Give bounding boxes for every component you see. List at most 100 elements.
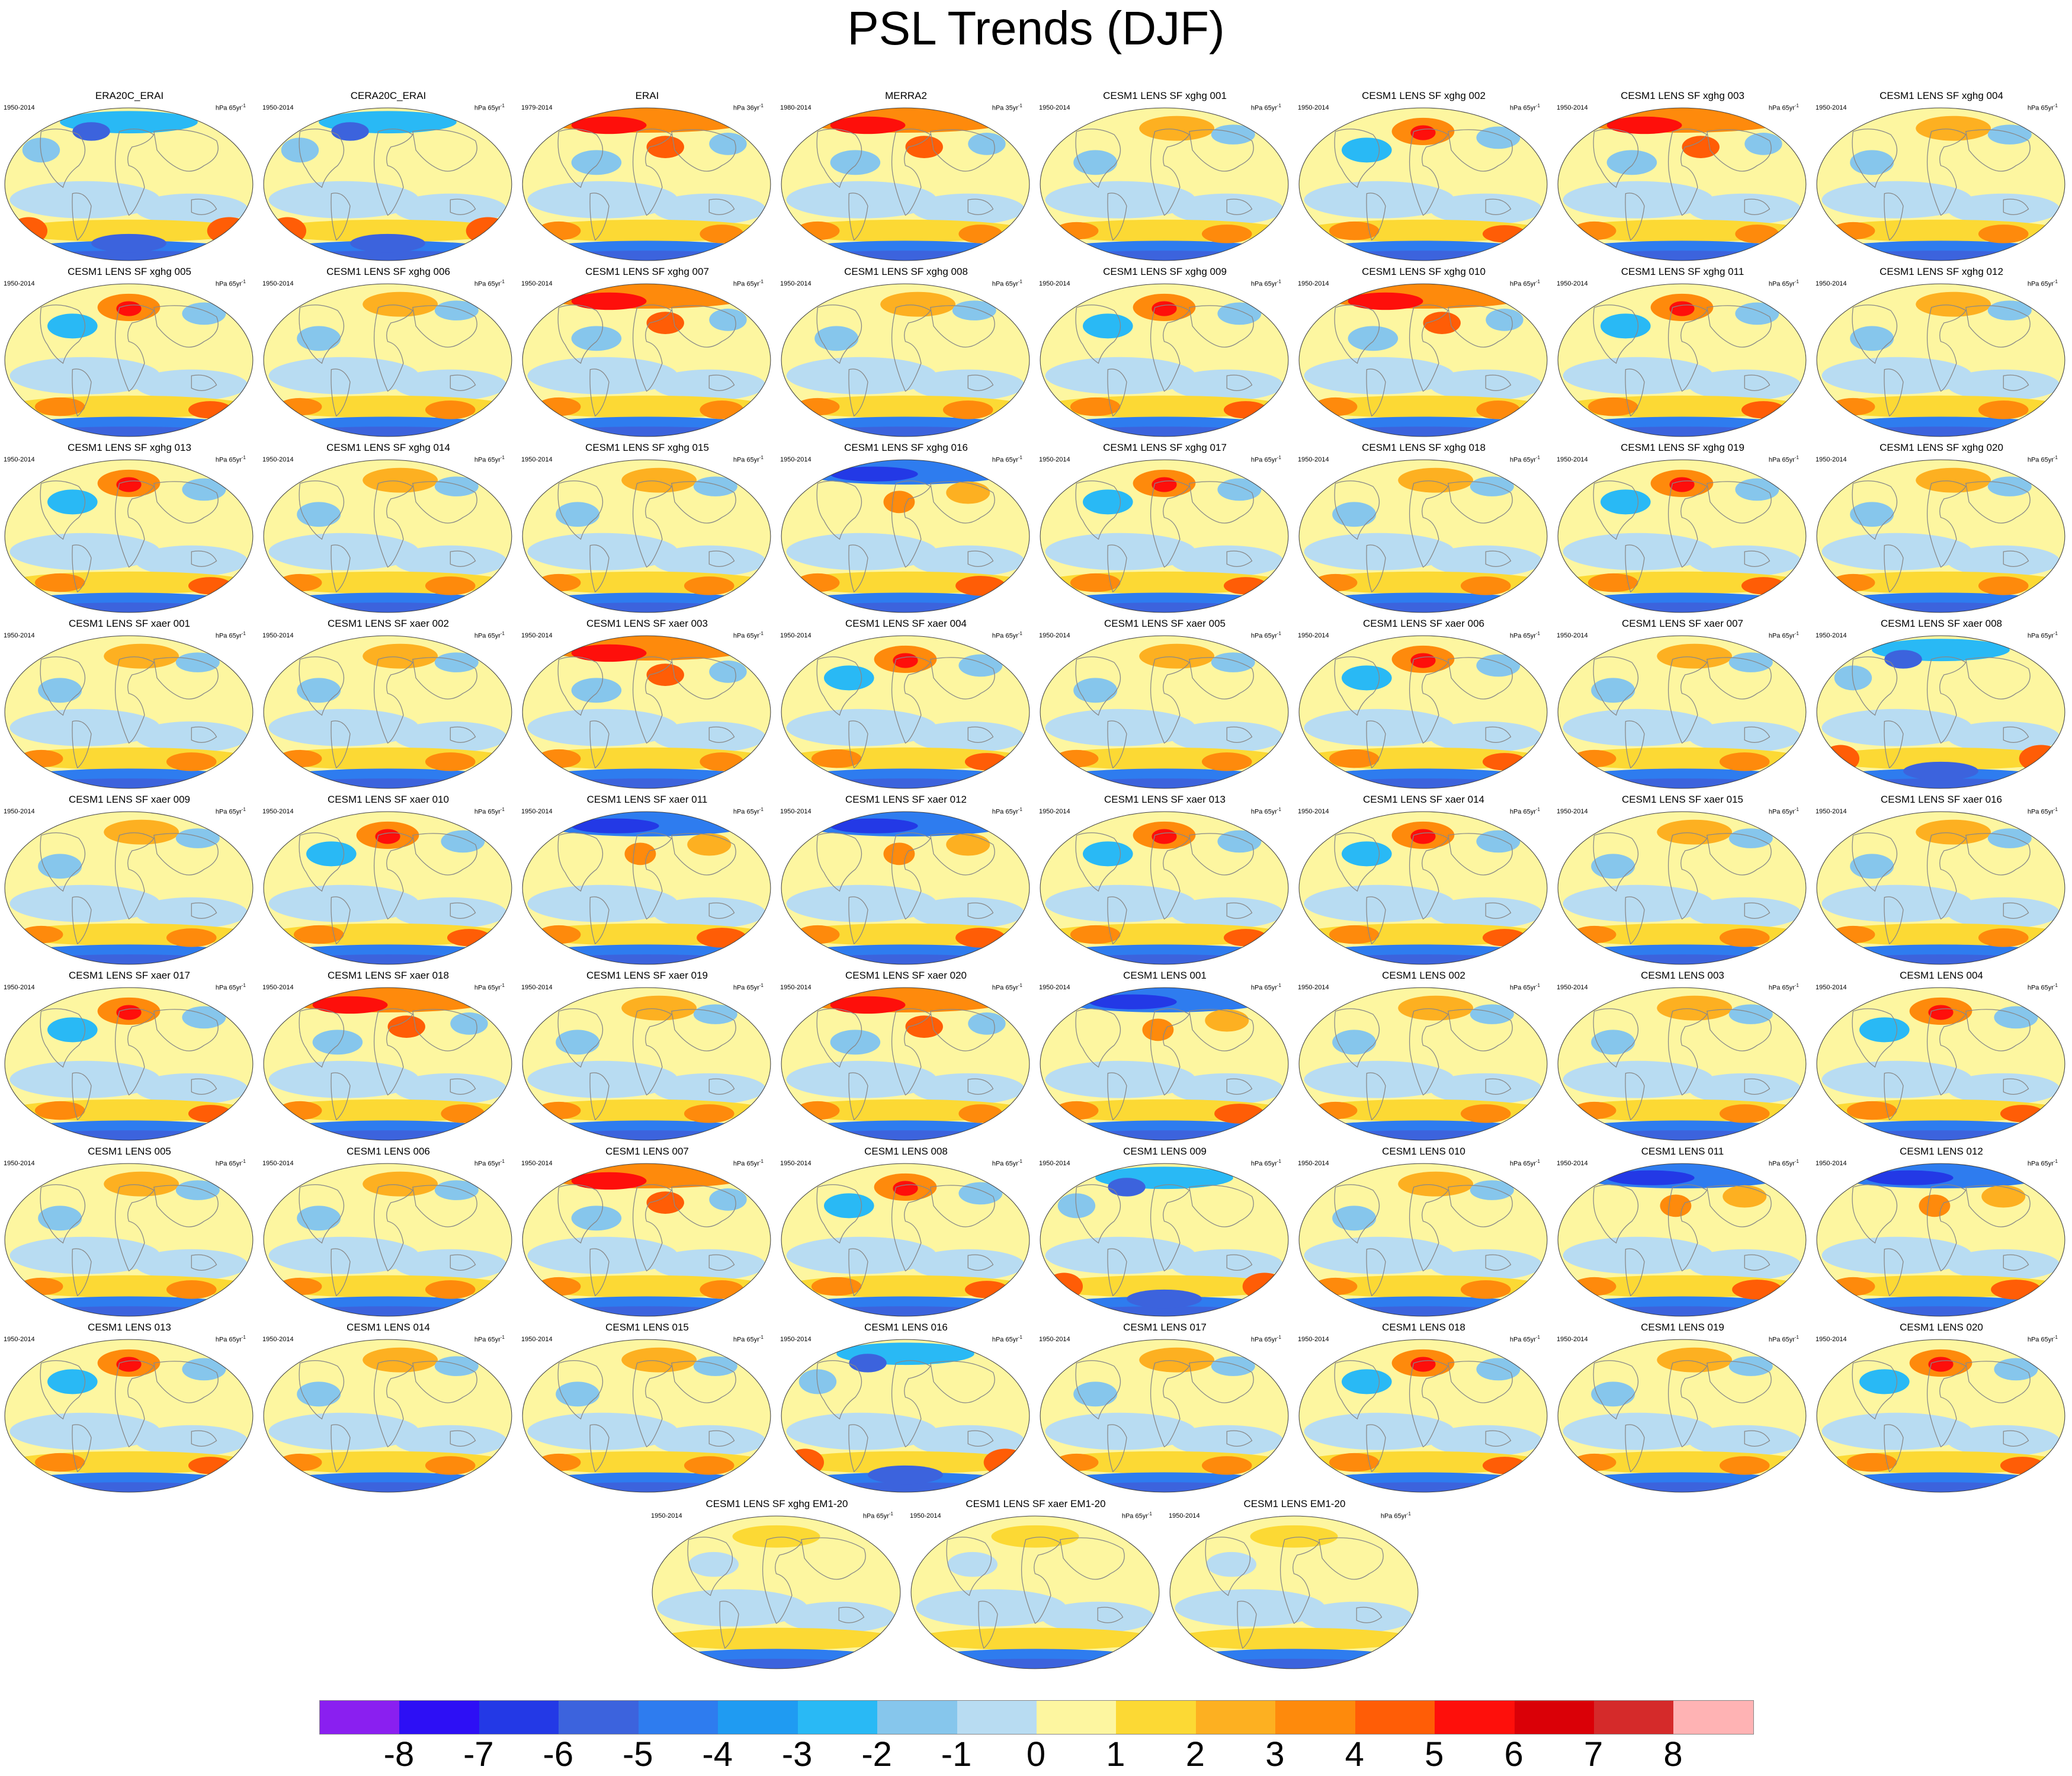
panel-units-exponent: -1: [1794, 983, 1799, 988]
map-panel: CESM1 LENS 008 1950-2014 hPa 65yr-1: [777, 1145, 1035, 1319]
panel-units-exponent: -1: [2053, 807, 2058, 812]
panel-units-exponent: -1: [1794, 455, 1799, 460]
panel-units-exponent: -1: [1535, 279, 1540, 284]
panel-years: 1950-2014: [1039, 1336, 1070, 1343]
panel-units-text: hPa 65yr: [1768, 104, 1795, 112]
panel-title: CESM1 LENS SF xghg 015: [585, 442, 709, 453]
panel-years: 1950-2014: [521, 1160, 553, 1167]
colorbar-tick-label: 7: [1583, 1735, 1603, 1774]
panel-units: hPa 65yr-1: [1122, 1510, 1152, 1521]
panel-units: hPa 65yr-1: [2028, 454, 2058, 464]
map-panel: CESM1 LENS SF xghg 011 1950-2014 hPa 65yr-…: [1553, 265, 1812, 440]
panel-units: hPa 65yr-1: [1769, 806, 1799, 816]
map-panel: CESM1 LENS SF xaer 004 1950-2014 hPa 65yr-…: [777, 617, 1035, 791]
panel-units-text: hPa 65yr: [215, 808, 242, 816]
panel-years: 1950-2014: [1039, 1160, 1070, 1167]
map-panel: CESM1 LENS 011 1950-2014 hPa 65yr-1: [1553, 1145, 1812, 1319]
map-svg: [4, 987, 254, 1141]
map-panel: CESM1 LENS 007 1950-2014 hPa 65yr-1: [518, 1145, 777, 1319]
map-panel: MERRA2 1980-2014 hPa 35yr-1: [777, 89, 1035, 264]
colorbar-tick-label: 5: [1425, 1735, 1444, 1774]
panel-years: 1950-2014: [521, 984, 553, 991]
map-boundary: [1040, 635, 1289, 789]
panel-title: CESM1 LENS SF xghg 011: [1621, 266, 1744, 277]
psl-trend-field: [1558, 108, 1806, 261]
panel-title: CESM1 LENS SF xghg 020: [1879, 442, 2003, 453]
panel-years: 1950-2014: [1557, 280, 1588, 287]
panel-units: hPa 65yr-1: [1251, 454, 1281, 464]
map-svg: [1040, 283, 1289, 437]
panel-title: CESM1 LENS SF xaer 014: [1362, 794, 1485, 805]
panel-units: hPa 65yr-1: [1510, 454, 1540, 464]
map-panel: CESM1 LENS SF xaer 015 1950-2014 hPa 65yr-…: [1553, 793, 1812, 967]
panel-units-exponent: -1: [1794, 1159, 1799, 1164]
panel-units-text: hPa 65yr: [2027, 456, 2054, 464]
map-svg: [1040, 635, 1289, 789]
panel-title: CESM1 LENS SF xaer 019: [586, 970, 708, 981]
panel-units-text: hPa 65yr: [992, 808, 1018, 816]
panel-units-exponent: -1: [2053, 279, 2058, 284]
panel-units: hPa 65yr-1: [992, 1158, 1022, 1168]
panel-units: hPa 65yr-1: [2028, 1158, 2058, 1168]
panel-years: 1950-2014: [262, 104, 294, 111]
colorbar-tick-label: -5: [622, 1735, 653, 1774]
map-boundary: [522, 459, 771, 613]
panel-units-exponent: -1: [759, 279, 764, 284]
map-panel: CESM1 LENS 002 1950-2014 hPa 65yr-1: [1294, 969, 1553, 1143]
panel-title: ERA20C_ERAI: [95, 90, 164, 101]
panel-units-exponent: -1: [241, 631, 246, 636]
map-panel: CESM1 LENS SF xghg 005 1950-2014 hPa 65yr-…: [0, 265, 259, 440]
map-svg: [1298, 987, 1548, 1141]
panel-units: hPa 65yr-1: [216, 1158, 246, 1168]
panel-units-text: hPa 65yr: [474, 280, 501, 288]
panel-units-text: hPa 65yr: [1250, 808, 1277, 816]
panel-title: CESM1 LENS 010: [1382, 1146, 1465, 1157]
map-panel: CESM1 LENS SF xaer 006 1950-2014 hPa 65yr-…: [1294, 617, 1553, 791]
map-panel: CESM1 LENS SF xghg 001 1950-2014 hPa 65yr-…: [1035, 89, 1294, 264]
panel-units: hPa 65yr-1: [1510, 102, 1540, 113]
map-panel: CESM1 LENS 019 1950-2014 hPa 65yr-1: [1553, 1320, 1812, 1495]
panel-units-exponent: -1: [500, 455, 505, 460]
map-panel: CESM1 LENS SF xghg 018 1950-2014 hPa 65yr-…: [1294, 441, 1553, 615]
map-svg: [1816, 987, 2065, 1141]
psl-trend-field: [522, 1163, 771, 1316]
figure-title: PSL Trends (DJF): [847, 2, 1225, 55]
panel-years: 1950-2014: [1039, 280, 1070, 287]
panel-units: hPa 35yr-1: [992, 102, 1022, 113]
map-svg: [4, 635, 254, 789]
panel-units-exponent: -1: [241, 279, 246, 284]
map-svg: [263, 107, 512, 261]
colorbar-swatch: [877, 1701, 957, 1734]
panel-title: CESM1 LENS 019: [1641, 1322, 1724, 1333]
panel-units-text: hPa 65yr: [2027, 1336, 2054, 1344]
panel-title: CESM1 LENS SF xghg 009: [1103, 266, 1227, 277]
panel-title: CESM1 LENS SF xghg 013: [68, 442, 191, 453]
map-boundary: [4, 811, 254, 965]
map-svg: [4, 107, 254, 261]
panel-title: CESM1 LENS 002: [1382, 970, 1465, 981]
panel-title: CESM1 LENS SF xghg 016: [844, 442, 968, 453]
map-boundary: [1040, 1163, 1289, 1317]
panel-units-text: hPa 65yr: [2027, 632, 2054, 640]
psl-trend-field: [1040, 284, 1288, 437]
map-svg: [522, 811, 771, 965]
psl-trend-field: [1817, 284, 2065, 437]
panel-years: 1950-2014: [521, 632, 553, 639]
panel-years: 1950-2014: [651, 1512, 682, 1519]
panel-units: hPa 65yr-1: [1510, 982, 1540, 992]
map-panel: CESM1 LENS SF xghg 002 1950-2014 hPa 65yr-…: [1294, 89, 1553, 264]
panel-units: hPa 65yr-1: [2028, 982, 2058, 992]
panel-years: 1950-2014: [4, 984, 35, 991]
panel-units: hPa 65yr-1: [733, 278, 764, 288]
colorbar-swatch: [718, 1701, 798, 1734]
panel-title: CESM1 LENS SF xghg 008: [844, 266, 968, 277]
map-panel: CESM1 LENS 004 1950-2014 hPa 65yr-1: [1812, 969, 2071, 1143]
psl-trend-field: [1817, 108, 2065, 261]
panel-units: hPa 65yr-1: [1769, 630, 1799, 640]
panel-years: 1950-2014: [1557, 456, 1588, 463]
panel-title: CESM1 LENS SF xaer 020: [845, 970, 967, 981]
panel-title: CESM1 LENS SF xaer 016: [1880, 794, 2003, 805]
map-boundary: [1298, 107, 1548, 261]
panel-units: hPa 65yr-1: [1251, 278, 1281, 288]
map-svg: [263, 987, 512, 1141]
